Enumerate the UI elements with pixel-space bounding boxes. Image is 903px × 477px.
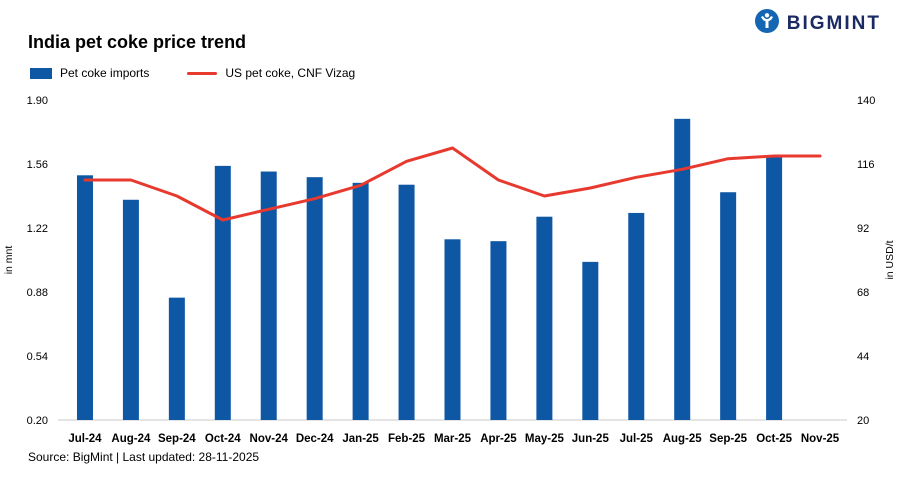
svg-text:0.54: 0.54: [27, 351, 48, 363]
svg-text:Nov-25: Nov-25: [801, 433, 840, 445]
svg-text:92: 92: [857, 223, 869, 235]
legend-item-imports: Pet coke imports: [30, 66, 149, 80]
svg-text:May-25: May-25: [525, 433, 565, 445]
svg-text:44: 44: [857, 351, 869, 363]
svg-text:Jun-25: Jun-25: [572, 433, 610, 445]
svg-text:68: 68: [857, 287, 869, 299]
bigmint-logo-icon: [754, 8, 780, 39]
svg-text:Jul-24: Jul-24: [68, 433, 102, 445]
svg-text:1.56: 1.56: [27, 159, 48, 171]
svg-text:1.90: 1.90: [27, 95, 48, 107]
svg-text:in mnt: in mnt: [3, 246, 15, 275]
svg-text:Feb-25: Feb-25: [388, 433, 426, 445]
svg-text:Mar-25: Mar-25: [434, 433, 472, 445]
svg-text:0.20: 0.20: [27, 415, 48, 427]
svg-text:0.88: 0.88: [27, 287, 48, 299]
brand-wordmark: BIGMINT: [786, 12, 881, 34]
price-trend-chart: 0.20 0.54 0.88 1.22 1.56 1.90 20 44 68 92 116 140 in…: [3, 95, 896, 445]
line-swatch-icon: [187, 71, 218, 75]
bar-swatch-icon: [30, 67, 52, 79]
svg-text:Nov-24: Nov-24: [250, 433, 289, 445]
source-note: Source: BigMint | Last updated: 28-11-20…: [28, 450, 260, 464]
legend-label-imports: Pet coke imports: [60, 66, 150, 80]
svg-text:Oct-25: Oct-25: [756, 433, 792, 445]
svg-text:Dec-24: Dec-24: [296, 433, 334, 445]
chart-title: India pet coke price trend: [28, 32, 247, 52]
svg-text:Jul-25: Jul-25: [620, 433, 654, 445]
svg-text:Sep-25: Sep-25: [709, 433, 747, 445]
svg-text:Apr-25: Apr-25: [480, 433, 517, 445]
svg-text:Jan-25: Jan-25: [342, 433, 379, 445]
svg-text:in USD/t: in USD/t: [884, 240, 896, 279]
svg-text:20: 20: [857, 415, 869, 427]
svg-text:Aug-24: Aug-24: [111, 433, 151, 445]
legend-label-price: US pet coke, CNF Vizag: [225, 66, 356, 80]
svg-text:1.22: 1.22: [27, 223, 48, 235]
svg-text:Aug-25: Aug-25: [663, 433, 703, 445]
svg-text:Sep-24: Sep-24: [158, 433, 196, 445]
svg-text:116: 116: [857, 159, 875, 171]
chart-area: 0.20 0.54 0.88 1.22 1.56 1.90 20 44 68 92 116 140 in…: [0, 88, 903, 448]
svg-text:140: 140: [857, 95, 875, 107]
bigmint-logo: BIGMINT: [754, 8, 881, 39]
chart-legend: Pet coke imports US pet coke, CNF Vizag: [30, 66, 355, 80]
svg-text:Oct-24: Oct-24: [205, 433, 241, 445]
legend-item-price: US pet coke, CNF Vizag: [187, 66, 355, 80]
